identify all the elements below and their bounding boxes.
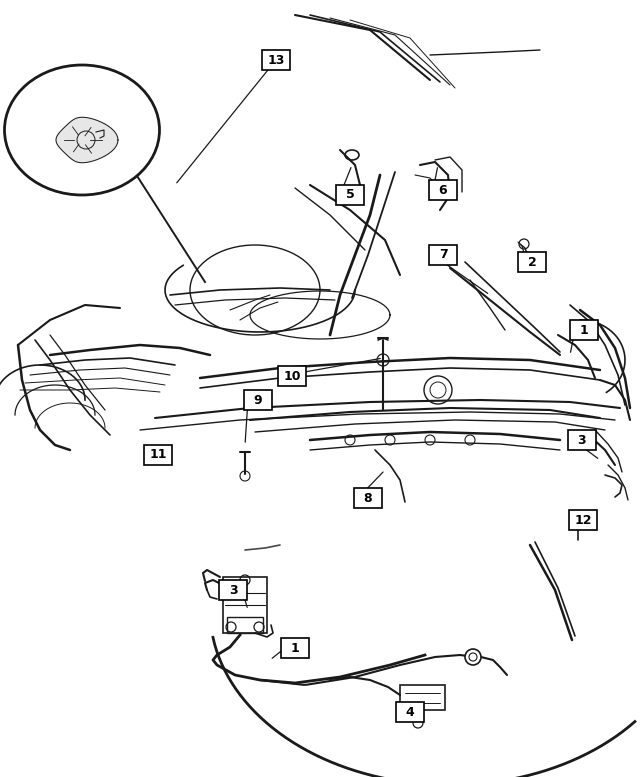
Bar [568,430,596,450]
Bar [244,390,272,410]
Text: 11: 11 [149,448,167,462]
Bar [429,245,457,265]
Text: 3: 3 [228,584,237,597]
Text: 2: 2 [527,256,536,269]
Circle shape [465,649,481,665]
Bar [281,638,309,658]
Text: 8: 8 [364,492,372,504]
Bar [396,702,424,722]
Text: 7: 7 [438,249,447,262]
Ellipse shape [4,65,159,195]
Bar [354,488,382,508]
Bar [278,366,306,386]
Text: 1: 1 [580,323,588,336]
Bar [219,580,247,600]
Text: 10: 10 [284,370,301,382]
Bar [227,617,263,633]
Text: 13: 13 [268,54,285,67]
Text: 4: 4 [406,706,414,719]
Bar [400,685,445,710]
Bar [570,320,598,340]
Bar [144,445,172,465]
Bar [569,510,597,530]
Bar [262,50,290,70]
Bar [429,180,457,200]
Bar [336,185,364,205]
Text: 3: 3 [578,434,586,447]
Text: 12: 12 [574,514,592,527]
Polygon shape [56,117,118,162]
Text: 9: 9 [253,393,262,406]
Text: 5: 5 [346,189,355,201]
Bar [518,252,546,272]
Text: 1: 1 [291,642,300,654]
Bar [223,577,267,633]
Text: 6: 6 [438,183,447,197]
Circle shape [574,516,582,524]
